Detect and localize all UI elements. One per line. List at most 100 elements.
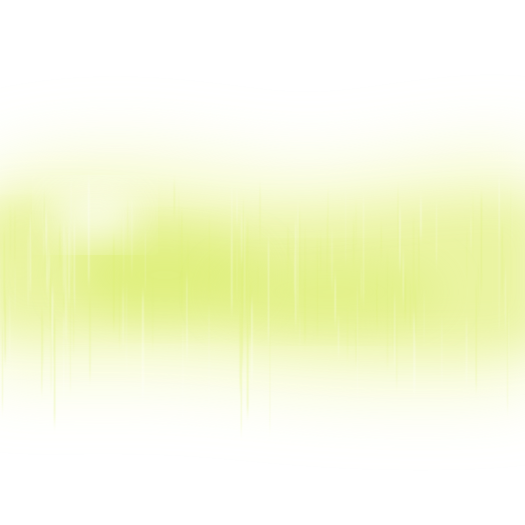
band-core-left	[70, 237, 260, 313]
brush-streak	[501, 228, 503, 294]
brush-streak	[355, 319, 358, 361]
brush-streak	[504, 271, 506, 327]
brush-streak	[304, 231, 306, 334]
brush-streak	[178, 195, 180, 283]
brush-streak	[498, 225, 500, 330]
brush-streak	[70, 302, 71, 388]
brush-streak	[46, 232, 48, 266]
brush-streak	[418, 231, 420, 292]
brush-streak	[73, 224, 76, 308]
brush-streak	[44, 204, 46, 274]
brush-streak	[29, 218, 32, 289]
brush-streak	[65, 238, 67, 338]
brush-streak	[257, 264, 259, 300]
brush-streak	[441, 323, 443, 385]
brush-streak	[13, 211, 16, 262]
brush-streak	[2, 326, 3, 408]
brush-streak	[246, 246, 248, 306]
brush-streak	[397, 190, 399, 251]
brush-streak	[181, 214, 183, 306]
brush-streak	[126, 288, 128, 371]
brush-streak	[123, 217, 125, 276]
brush-streak	[59, 229, 61, 264]
brush-streak	[316, 240, 319, 334]
brush-streak	[414, 286, 417, 337]
brush-streak	[231, 191, 233, 304]
brush-streaks	[0, 180, 513, 430]
brush-streak	[465, 322, 468, 382]
brush-streak	[70, 181, 72, 275]
brush-streak	[240, 325, 242, 430]
brush-streak	[68, 228, 70, 300]
brush-streak	[400, 232, 402, 284]
brush-streak	[66, 289, 68, 391]
brush-streak	[186, 278, 188, 356]
brush-streak	[14, 271, 16, 309]
brush-streak	[187, 240, 189, 325]
brush-streak	[420, 200, 422, 236]
brush-streak	[298, 212, 301, 291]
brush-streak	[294, 224, 297, 323]
brush-streak	[241, 319, 242, 404]
brush-streak	[356, 288, 358, 396]
brush-streak	[267, 242, 270, 340]
brush-streak	[9, 207, 12, 259]
brush-streak	[352, 222, 355, 263]
brush-streak	[119, 264, 120, 345]
brush-streak	[472, 195, 474, 258]
brush-streak	[259, 187, 261, 238]
brush-streak	[477, 259, 479, 307]
brush-streak	[423, 295, 425, 341]
brush-streak	[327, 193, 329, 255]
brush-streak	[236, 193, 238, 223]
brush-streak	[53, 318, 56, 422]
brush-streak	[244, 217, 246, 313]
brush-streak	[8, 297, 11, 362]
brush-streak	[326, 218, 328, 284]
brush-streak	[412, 221, 415, 307]
brush-streak	[50, 275, 53, 389]
brush-streak	[145, 232, 146, 287]
brush-streak	[294, 253, 295, 294]
brush-streak	[89, 299, 91, 376]
brush-streak	[287, 229, 289, 269]
brush-streak	[62, 226, 65, 291]
brush-streak	[63, 314, 65, 400]
brush-streak	[43, 190, 45, 233]
brush-streak	[337, 320, 340, 354]
brush-streak	[503, 257, 505, 286]
band-core-right	[220, 262, 440, 322]
brush-streak	[208, 311, 210, 402]
brush-streak	[87, 180, 90, 282]
brush-streak	[173, 184, 176, 215]
brush-streak	[346, 310, 349, 357]
brush-streak	[236, 245, 238, 295]
brush-streak	[131, 202, 133, 271]
brush-streak	[52, 296, 54, 406]
brush-streak	[376, 275, 378, 325]
brush-streak	[360, 269, 363, 299]
brush-streak	[113, 239, 115, 326]
brush-streak	[510, 192, 512, 292]
brush-streak	[299, 317, 301, 344]
brush-streak	[48, 254, 50, 282]
brush-streak	[362, 200, 365, 303]
brush-streak	[48, 247, 49, 307]
brush-streak	[209, 220, 210, 299]
brush-streak	[122, 291, 125, 344]
brush-streak	[239, 310, 241, 389]
brush-streak	[435, 206, 438, 263]
brush-streak	[242, 203, 244, 272]
brush-streak	[120, 224, 122, 321]
brush-streak	[466, 231, 468, 279]
brush-streak	[127, 204, 129, 244]
brush-streak	[395, 318, 398, 385]
brush-streak	[241, 214, 243, 260]
brush-streak	[402, 254, 404, 301]
brush-streak	[41, 318, 44, 366]
brush-streak	[409, 284, 412, 328]
brush-streak	[27, 235, 30, 303]
brush-streak	[331, 235, 333, 288]
brush-streak	[246, 321, 249, 413]
